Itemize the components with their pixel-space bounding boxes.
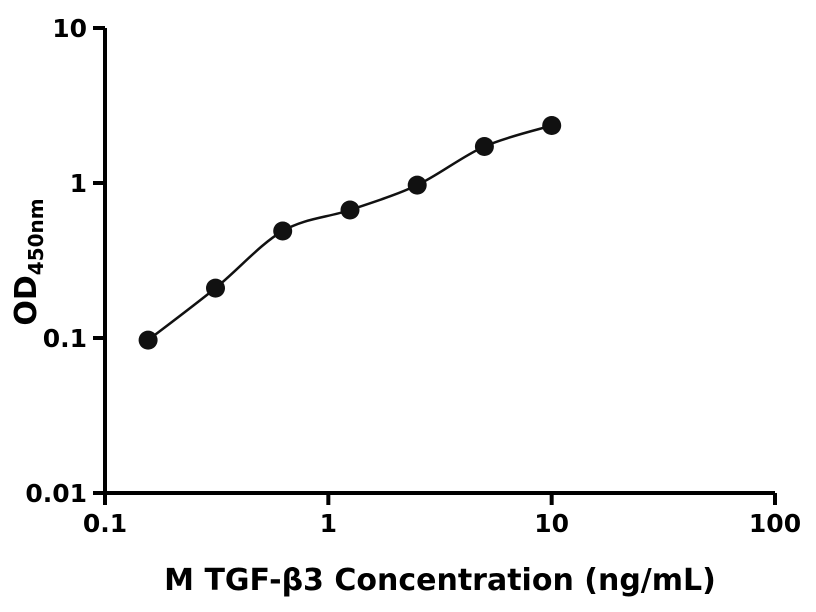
- data-point: [340, 200, 360, 220]
- data-point: [474, 137, 494, 156]
- data-point: [138, 330, 158, 350]
- data-layer: [138, 116, 562, 350]
- y-axis-title: OD450nm: [9, 198, 48, 325]
- x-tick-label: 1: [320, 509, 337, 538]
- y-tick-label: 10: [52, 14, 87, 43]
- fit-curve: [147, 124, 553, 342]
- data-point: [206, 278, 225, 298]
- data-point: [273, 221, 293, 241]
- y-axis-title-subscript: 450nm: [24, 198, 48, 275]
- data-point: [542, 116, 562, 135]
- y-tick-label: 0.01: [25, 479, 87, 508]
- x-axis-title: M TGF-β3 Concentration (ng/mL): [164, 563, 716, 598]
- axis-spines: [103, 28, 775, 495]
- x-tick-label: 10: [534, 509, 569, 538]
- x-tick-label: 0.1: [83, 509, 127, 538]
- y-axis-title-main: OD: [9, 275, 44, 325]
- y-tick-label: 1: [70, 169, 87, 198]
- y-tick-label: 0.1: [43, 324, 87, 353]
- x-tick-label: 100: [749, 509, 801, 538]
- data-point: [407, 175, 427, 195]
